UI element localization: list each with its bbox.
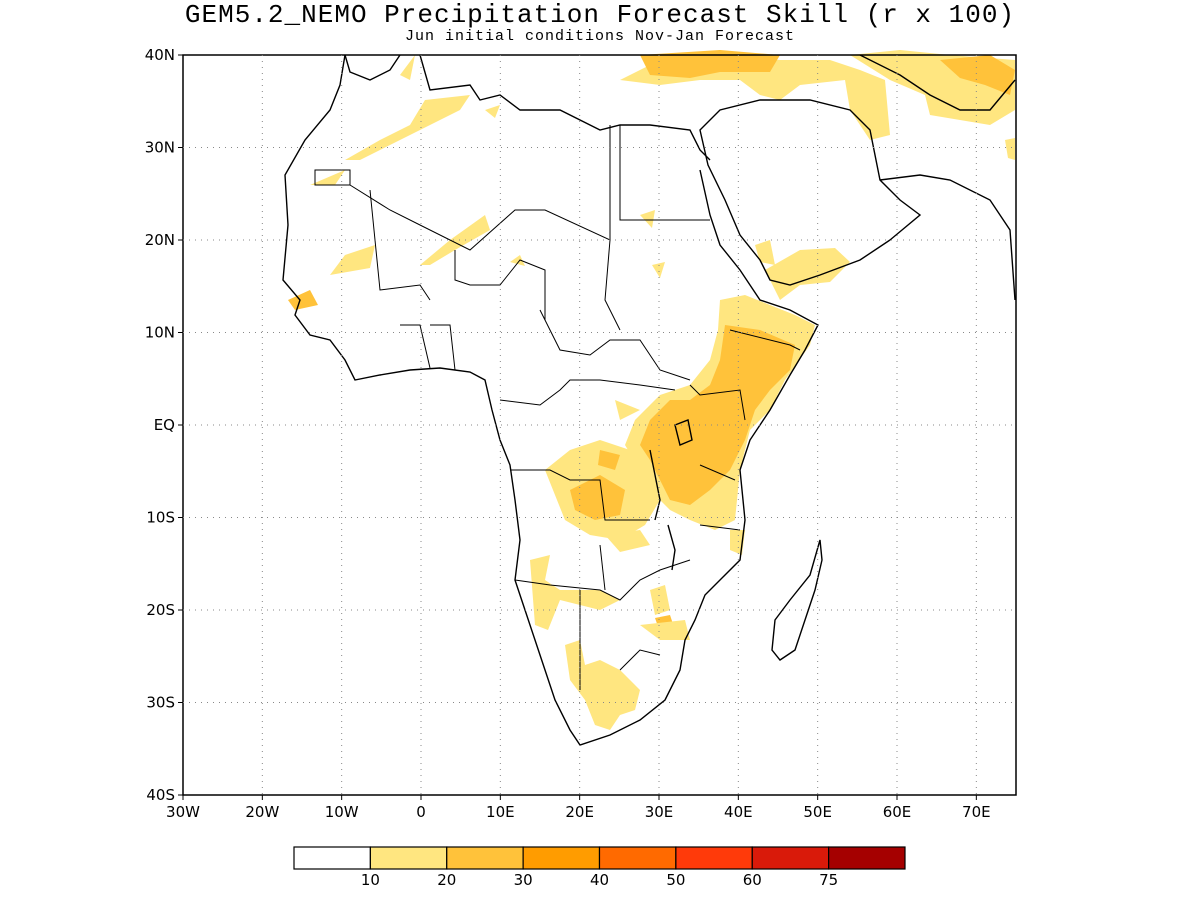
- lon-tick-label: 0: [416, 803, 426, 821]
- lat-tick-label: 10N: [145, 324, 175, 342]
- skill-shading: [288, 50, 1015, 730]
- lon-tick-label: 60E: [883, 803, 912, 821]
- map-title: GEM5.2_NEMO Precipitation Forecast Skill…: [184, 0, 1016, 30]
- legend-swatch: [446, 846, 524, 870]
- lat-tick-label: EQ: [154, 416, 175, 434]
- latitude-axis: 40N 30N 20N 10N EQ 10S 20S 30S 40S: [145, 46, 183, 804]
- legend-swatch: [675, 846, 753, 870]
- lon-tick-label: 30W: [166, 803, 200, 821]
- legend-swatch: [522, 846, 601, 870]
- lat-tick-label: 10S: [146, 509, 175, 527]
- legend-swatch: [369, 846, 448, 870]
- legend-label: 75: [819, 871, 838, 889]
- lon-tick-label: 50E: [803, 803, 832, 821]
- lat-tick-label: 40S: [146, 786, 175, 804]
- legend-label: 10: [361, 871, 380, 889]
- lon-tick-label: 30E: [645, 803, 674, 821]
- legend-label: 20: [437, 871, 456, 889]
- lat-tick-label: 40N: [145, 46, 175, 64]
- legend-label: 50: [666, 871, 685, 889]
- legend-swatch: [828, 846, 906, 870]
- lon-tick-label: 10E: [486, 803, 515, 821]
- lon-tick-label: 20W: [245, 803, 279, 821]
- lon-tick-label: 70E: [962, 803, 991, 821]
- legend-swatch: [751, 846, 830, 870]
- legend-swatch: [598, 846, 677, 870]
- map-subtitle: Jun initial conditions Nov-Jan Forecast: [404, 28, 796, 45]
- legend-label: 40: [590, 871, 609, 889]
- lat-tick-label: 20N: [145, 231, 175, 249]
- legend-label: 60: [743, 871, 762, 889]
- legend-swatch: [293, 846, 371, 870]
- coastlines: [282, 54, 1016, 746]
- lat-tick-label: 30S: [146, 694, 175, 712]
- lon-tick-label: 20E: [565, 803, 594, 821]
- legend-label: 30: [514, 871, 533, 889]
- lat-tick-label: 20S: [146, 601, 175, 619]
- lat-tick-label: 30N: [145, 139, 175, 157]
- lon-tick-label: 40E: [724, 803, 753, 821]
- grid-lines: [183, 55, 1016, 795]
- color-legend: 10 20 30 40 50 60 75: [293, 846, 906, 889]
- lon-tick-label: 10W: [325, 803, 359, 821]
- longitude-axis: 30W 20W 10W 0 10E 20E 30E 40E 50E 60E 70E: [166, 795, 991, 821]
